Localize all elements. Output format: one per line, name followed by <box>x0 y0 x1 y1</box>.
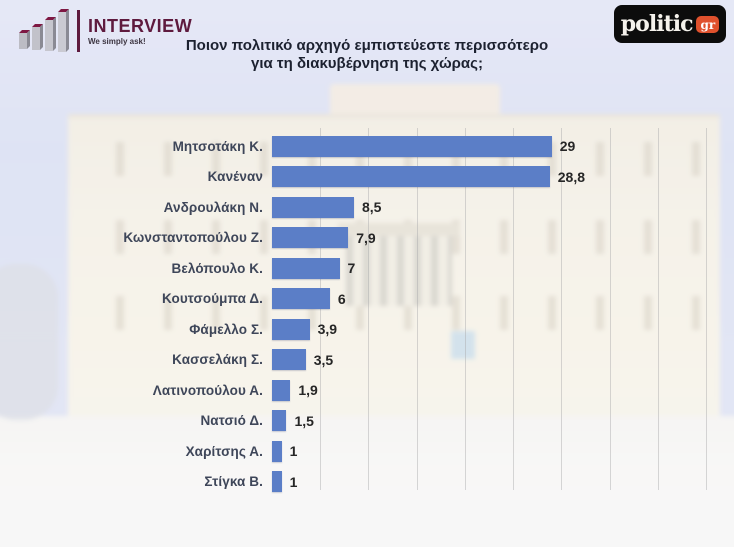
gridline <box>561 128 563 490</box>
bar-value: 6 <box>337 290 346 307</box>
bar-label: Στίγκα Β. <box>204 474 263 490</box>
bar-row: Στίγκα Β. 1 <box>0 467 734 498</box>
bar-row: Ανδρουλάκη Ν. 8,5 <box>0 192 734 223</box>
bar-value: 28,8 <box>557 168 585 185</box>
interview-logo: INTERVIEW We simply ask! <box>18 7 192 55</box>
bar-value: 1,9 <box>298 382 318 399</box>
bar-row: Κασσελάκη Σ. 3,5 <box>0 345 734 376</box>
chart-rows: Μητσοτάκη Κ. 29 Κανέναν 28,8 Ανδρουλάκη Ν. 8,… <box>0 131 734 497</box>
bar-label: Μητσοτάκη Κ. <box>172 138 263 154</box>
interview-logo-text: INTERVIEW <box>88 16 193 36</box>
bar-label: Κωνσταντοπούλου Ζ. <box>123 230 263 246</box>
bar <box>272 166 550 188</box>
bar-track: 1,5 <box>272 410 734 432</box>
background-portico-columns <box>346 236 452 306</box>
background-guard-box <box>451 331 475 359</box>
bar-value: 3,5 <box>313 351 334 368</box>
bar <box>272 257 340 279</box>
politic-logo: politic gr <box>614 5 726 43</box>
bar-track: 1 <box>272 471 734 493</box>
bar-label: Βελόπουλο Κ. <box>171 260 263 276</box>
bar-value: 1 <box>289 443 298 460</box>
background-trees <box>0 264 58 420</box>
gridline <box>706 128 707 490</box>
logo-divider <box>77 10 80 52</box>
bar <box>272 227 349 249</box>
bar <box>272 440 282 462</box>
bar <box>272 135 552 157</box>
bar-track: 3,5 <box>272 349 734 371</box>
interview-tagline: We simply ask! <box>88 37 146 46</box>
bar-label: Κουτσούμπα Δ. <box>161 291 263 307</box>
bar-row: Μητσοτάκη Κ. 29 <box>0 131 734 162</box>
bar <box>272 288 330 310</box>
chart-title-line2: για τη διακυβέρνηση της χώρας; <box>251 55 483 72</box>
bar-value: 7 <box>347 260 356 277</box>
bar-row: Βελόπουλο Κ. 7 <box>0 253 734 284</box>
bar-track: 6 <box>272 288 734 310</box>
bar-track: 29 <box>272 135 734 157</box>
chart-title-line1: Ποιον πολιτικό αρχηγό εμπιστεύεστε περισ… <box>185 37 549 54</box>
chart-title: Ποιον πολιτικό αρχηγό εμπιστεύεστε περισ… <box>167 37 567 73</box>
bar-label: Ανδρουλάκη Ν. <box>163 199 263 215</box>
bar-row: Κωνσταντοπούλου Ζ. 7,9 <box>0 223 734 254</box>
bar-label: Χαρίτσης Α. <box>185 443 263 459</box>
bar-value: 7,9 <box>356 229 376 246</box>
gridline <box>368 128 370 490</box>
bar-track: 1,9 <box>272 379 734 401</box>
gridline <box>609 128 611 490</box>
bar-label: Κασσελάκη Σ. <box>172 352 263 368</box>
bar-value: 3,9 <box>317 321 338 338</box>
bar-track: 1 <box>272 440 734 462</box>
bar-label: Κανέναν <box>207 169 263 185</box>
bar <box>272 349 306 371</box>
background-pediment <box>330 84 500 116</box>
bar-track: 8,5 <box>272 196 734 218</box>
bar-label: Λατινοπούλου Α. <box>152 382 263 398</box>
background-plaza <box>0 416 734 547</box>
gridline <box>513 128 515 490</box>
bar-chart-icon <box>19 9 69 52</box>
gridline <box>657 128 659 490</box>
bar <box>272 318 310 340</box>
bar-row: Κανέναν 28,8 <box>0 162 734 193</box>
bar-track: 3,9 <box>272 318 734 340</box>
gridline <box>464 128 466 490</box>
bar-row: Φάμελλο Σ. 3,9 <box>0 314 734 345</box>
bar-row: Νατσιό Δ. 1,5 <box>0 406 734 437</box>
gridline <box>416 128 418 490</box>
bar-row: Κουτσούμπα Δ. 6 <box>0 284 734 315</box>
bar-label: Νατσιό Δ. <box>200 413 263 429</box>
bar-row: Χαρίτσης Α. 1 <box>0 436 734 467</box>
bar-value: 29 <box>559 138 576 155</box>
bar-value: 8,5 <box>361 199 382 216</box>
bar-value: 1,5 <box>294 412 314 429</box>
bar <box>272 410 287 432</box>
politic-logo-text: politic <box>620 11 694 37</box>
bar-track: 7 <box>272 257 734 279</box>
background-portico-cornice <box>338 223 460 236</box>
bar-value: 1 <box>289 473 298 490</box>
bar <box>272 379 291 401</box>
bar-track: 28,8 <box>272 166 734 188</box>
politic-logo-tld-badge: gr <box>696 15 720 33</box>
bar-track: 7,9 <box>272 227 734 249</box>
bar-label: Φάμελλο Σ. <box>189 321 263 337</box>
bar-row: Λατινοπούλου Α. 1,9 <box>0 375 734 406</box>
bar <box>272 471 282 493</box>
bar <box>272 196 354 218</box>
